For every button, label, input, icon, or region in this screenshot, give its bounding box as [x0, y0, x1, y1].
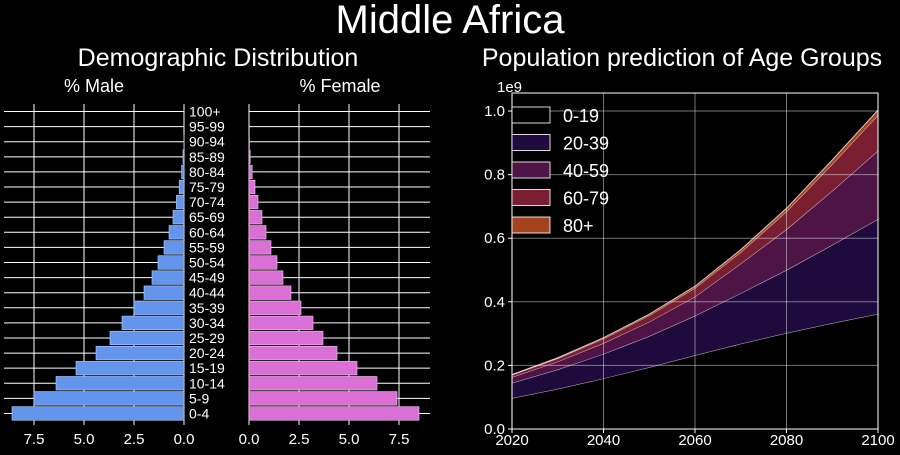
male-bar	[12, 407, 184, 421]
male-bar	[176, 195, 184, 209]
area-y-tick-label: 1.0	[484, 103, 505, 120]
male-bar	[134, 301, 184, 315]
female-bar	[249, 150, 250, 164]
male-tick-label: 2.5	[124, 431, 145, 448]
age-group-label: 55-59	[189, 239, 225, 255]
female-bar	[249, 316, 313, 330]
age-group-label: 0-4	[189, 405, 209, 421]
male-bar	[158, 256, 184, 270]
male-bar	[152, 271, 184, 285]
legend-swatch	[512, 217, 550, 233]
male-bar	[164, 241, 184, 255]
female-bar	[249, 376, 377, 390]
age-group-label: 35-39	[189, 300, 225, 316]
age-group-label: 50-54	[189, 255, 225, 271]
female-bar	[249, 271, 283, 285]
female-bar	[249, 392, 397, 406]
area-title: Population prediction of Age Groups	[482, 44, 882, 72]
age-group-label: 15-19	[189, 360, 225, 376]
legend-swatch	[512, 190, 550, 206]
age-group-label: 80-84	[189, 164, 225, 180]
age-group-label: 70-74	[189, 194, 225, 210]
male-bar	[34, 392, 184, 406]
age-group-label: 25-29	[189, 330, 225, 346]
female-tick-label: 0.0	[239, 431, 260, 448]
male-bar	[173, 210, 184, 224]
female-bar	[249, 195, 258, 209]
age-group-label: 45-49	[189, 270, 225, 286]
male-tick-label: 7.5	[24, 431, 45, 448]
male-bar	[56, 376, 184, 390]
male-bar	[110, 331, 184, 345]
legend-label: 0-19	[563, 106, 599, 126]
age-group-label: 60-64	[189, 224, 225, 240]
area-y-tick-label: 0.0	[484, 421, 505, 438]
female-bar	[249, 226, 266, 240]
female-bar	[249, 210, 262, 224]
male-bar	[122, 316, 184, 330]
area-y-tick-label: 0.2	[484, 357, 505, 374]
female-tick-label: 7.5	[389, 431, 410, 448]
male-tick-label: 0.0	[174, 431, 195, 448]
male-bar	[76, 361, 184, 375]
male-tick-label: 5.0	[74, 431, 95, 448]
age-group-label: 75-79	[189, 179, 225, 195]
male-bar	[144, 286, 184, 300]
age-group-label: 40-44	[189, 285, 225, 301]
pyramid-title: Demographic Distribution	[78, 44, 359, 72]
male-bar	[179, 180, 184, 194]
age-group-labels: 0-45-910-1415-1920-2425-2930-3435-3940-4…	[189, 104, 225, 422]
age-group-label: 5-9	[189, 390, 209, 406]
figure-title: Middle Africa	[336, 0, 566, 42]
area-y-tick-label: 0.8	[484, 167, 505, 184]
age-group-label: 85-89	[189, 149, 225, 165]
legend-label: 60-79	[563, 189, 609, 209]
female-axis-title: % Female	[299, 76, 380, 96]
age-group-label: 90-94	[189, 134, 225, 150]
female-bar	[249, 361, 357, 375]
male-bar	[183, 150, 184, 164]
male-bar	[169, 226, 184, 240]
female-bar	[249, 256, 277, 270]
female-bar	[249, 346, 337, 360]
age-group-label: 30-34	[189, 315, 225, 331]
female-bar	[249, 331, 323, 345]
area-y-tick-label: 0.4	[484, 294, 505, 311]
legend-label: 80+	[563, 216, 594, 236]
female-tick-label: 5.0	[339, 431, 360, 448]
female-bar	[249, 165, 252, 179]
female-bar	[249, 286, 291, 300]
legend-swatch	[512, 107, 550, 123]
area-x-tick-label: 2080	[770, 432, 803, 449]
area-x-tick-label: 2040	[587, 432, 620, 449]
female-bar	[249, 241, 271, 255]
age-group-label: 65-69	[189, 209, 225, 225]
legend-label: 40-59	[563, 161, 609, 181]
male-bar	[96, 346, 184, 360]
area-x-tick-label: 2060	[678, 432, 711, 449]
area-y-tick-label: 0.6	[484, 230, 505, 247]
age-group-label: 100+	[189, 104, 221, 120]
legend-label: 20-39	[563, 134, 609, 154]
female-tick-label: 2.5	[289, 431, 310, 448]
area-x-tick-label: 2100	[861, 432, 894, 449]
age-group-label: 95-99	[189, 119, 225, 135]
age-group-label: 10-14	[189, 375, 225, 391]
male-axis-title: % Male	[64, 76, 124, 96]
age-group-label: 20-24	[189, 345, 225, 361]
female-bar	[249, 301, 301, 315]
legend-swatch	[512, 162, 550, 178]
female-bar	[249, 407, 419, 421]
legend-swatch	[512, 135, 550, 151]
female-bar	[249, 180, 255, 194]
male-bar	[182, 165, 184, 179]
